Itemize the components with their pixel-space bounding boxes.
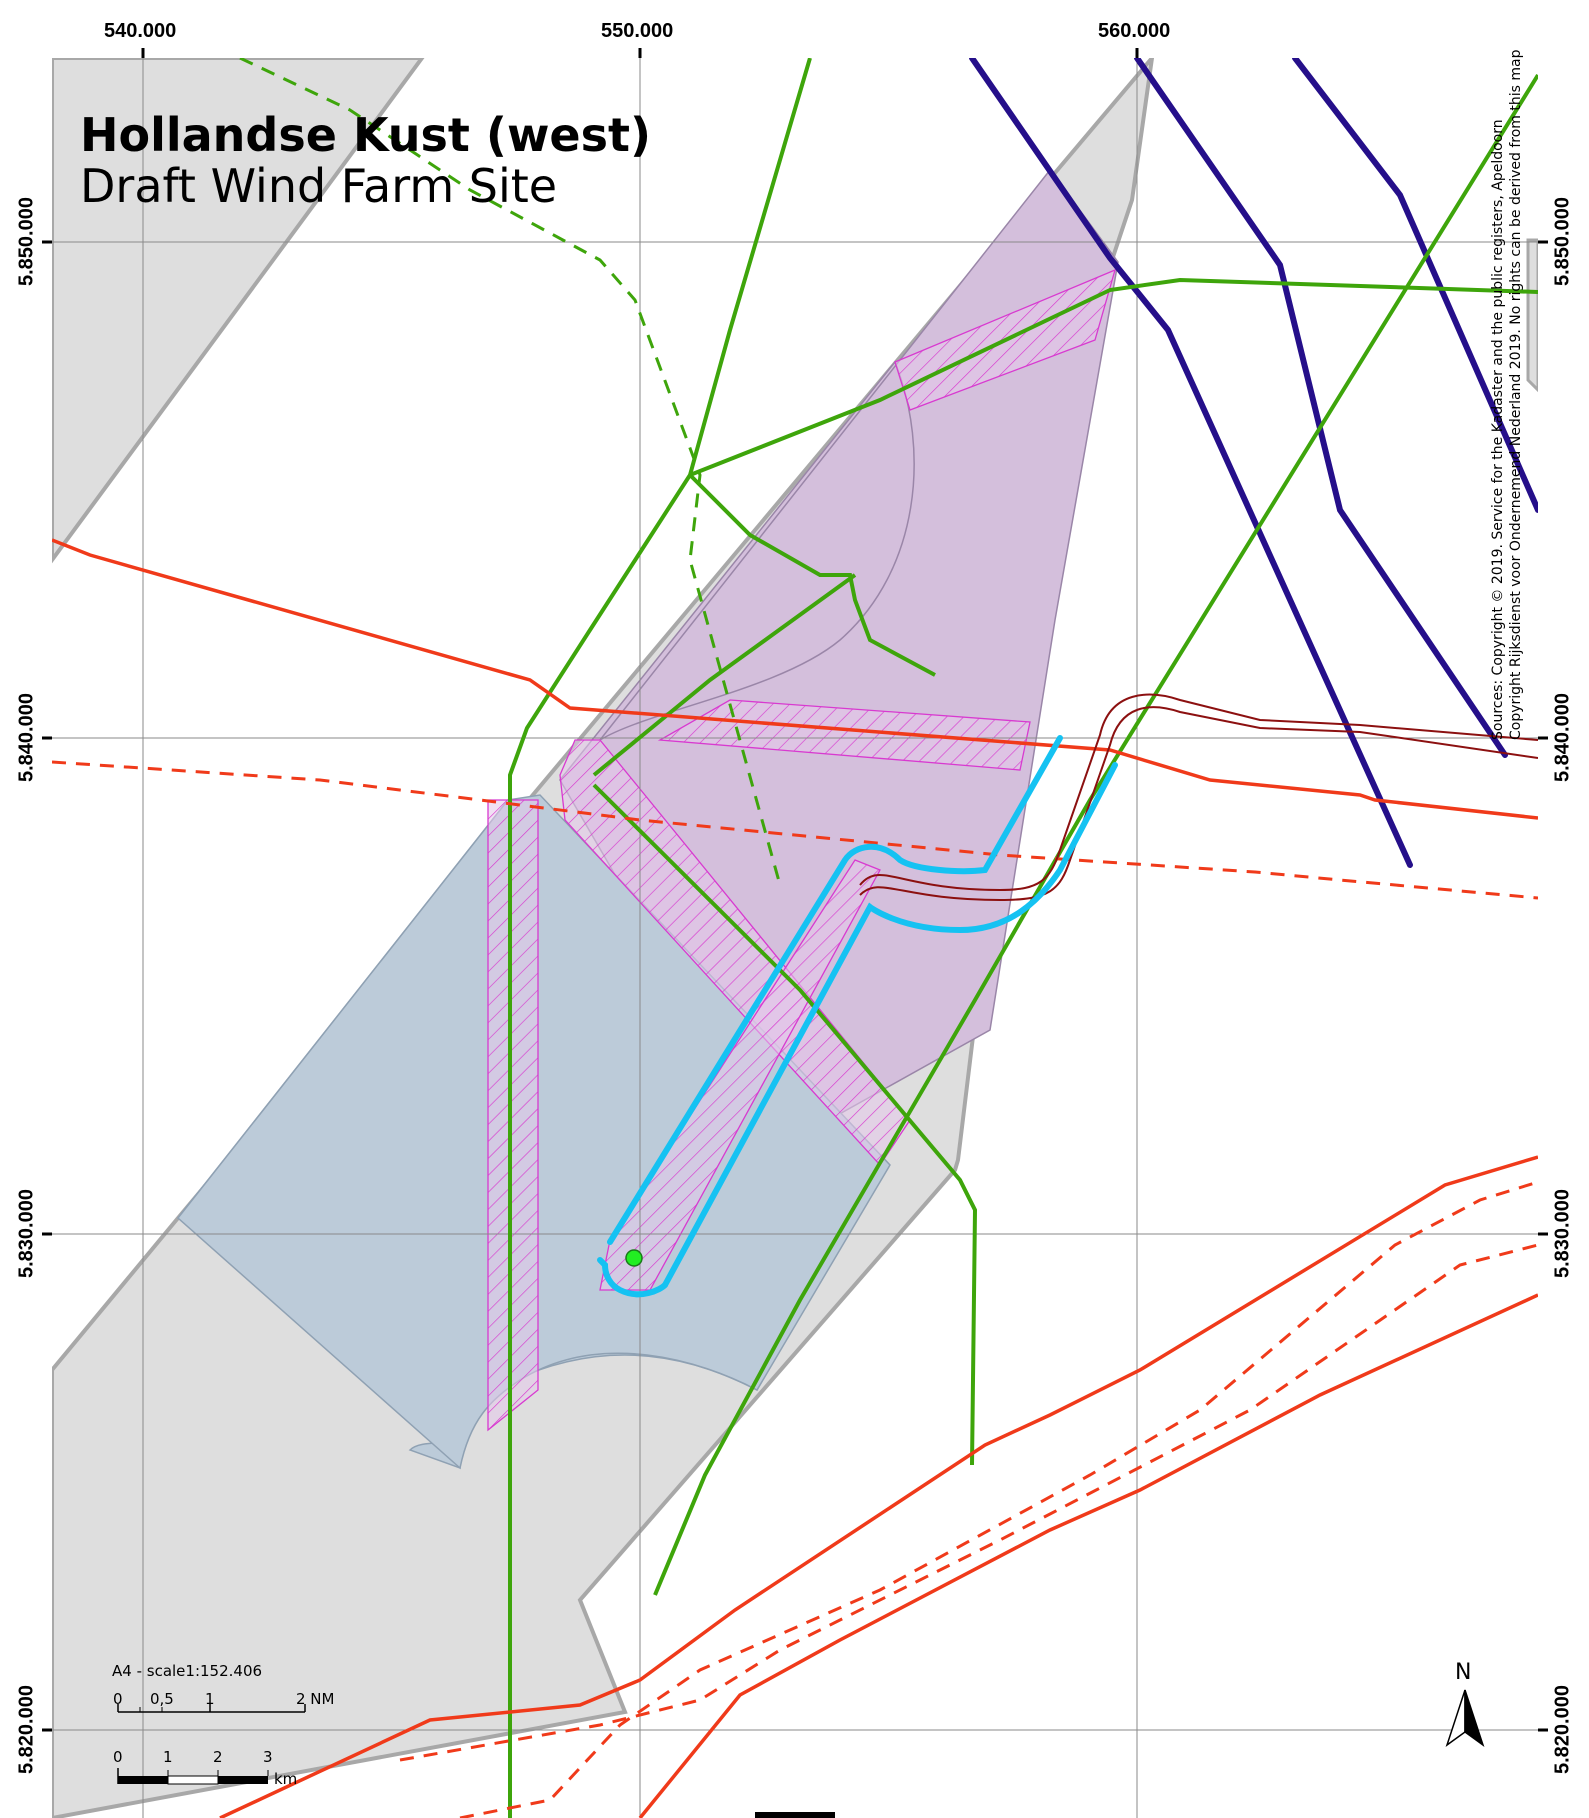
nm-tick-1: 1 <box>205 1690 215 1708</box>
map-title: Hollandse Kust (west) <box>80 108 652 162</box>
y-label-right-5830000: 5.830.000 <box>1551 1189 1574 1278</box>
coordinate-grid <box>52 58 1538 1818</box>
km-tick-0: 0 <box>113 1748 123 1766</box>
km-tick-1: 1 <box>163 1748 173 1766</box>
sources-line-1: Sources: Copyright © 2019. Service for t… <box>1490 119 1506 740</box>
substation-marker[interactable] <box>625 1249 643 1267</box>
scale-label: A4 - scale1:152.406 <box>112 1662 263 1680</box>
sources-credits: Sources: Copyright © 2019. Service for t… <box>1490 40 1525 740</box>
cables-darkred <box>859 693 1538 902</box>
hatched-corridor-middle <box>657 699 1031 771</box>
km-unit: km <box>274 1770 298 1788</box>
map-title-block: Hollandse Kust (west) Draft Wind Farm Si… <box>80 110 651 211</box>
gray-zone-east-edge <box>1526 238 1538 393</box>
x-label-560000: 560.000 <box>1098 20 1171 42</box>
cables-red <box>52 538 1538 1818</box>
gray-zone-northwest <box>52 58 425 564</box>
frame-ticks <box>42 48 1548 1732</box>
pipelines-navy <box>969 58 1538 868</box>
cables-green <box>508 58 1538 1818</box>
y-label-left-5830000: 5.830.000 <box>15 1189 38 1278</box>
map-subtitle: Draft Wind Farm Site <box>80 158 558 213</box>
x-label-550000: 550.000 <box>601 20 674 42</box>
nm-tick-05: 0,5 <box>150 1690 174 1708</box>
sources-line-2: Copyright Rijksdienst voor Ondernemend N… <box>1507 49 1524 740</box>
y-label-left-5850000: 5.850.000 <box>15 197 38 286</box>
y-label-left-5820000: 5.820.000 <box>15 1685 38 1774</box>
cable-green-dashed <box>239 58 782 886</box>
y-label-right-5840000: 5.840.000 <box>1551 693 1574 782</box>
north-label: N <box>1455 1660 1472 1685</box>
cables-red-dashed <box>52 760 1538 1818</box>
hatched-corridor-west <box>487 799 539 1432</box>
y-label-left-5840000: 5.840.000 <box>15 693 38 782</box>
km-tick-2: 2 <box>213 1748 223 1766</box>
page-edge-marker <box>755 1812 835 1818</box>
export-cable-cyan <box>597 735 1118 1298</box>
km-tick-3: 3 <box>263 1748 273 1766</box>
nm-tick-2: 2 NM <box>296 1690 335 1708</box>
nm-tick-0: 0 <box>113 1690 123 1708</box>
scale-bars <box>117 1704 306 1785</box>
north-arrow-icon <box>1445 1689 1485 1747</box>
x-label-540000: 540.000 <box>104 20 177 42</box>
y-label-right-5820000: 5.820.000 <box>1551 1685 1574 1774</box>
y-label-right-5850000: 5.850.000 <box>1551 197 1574 286</box>
